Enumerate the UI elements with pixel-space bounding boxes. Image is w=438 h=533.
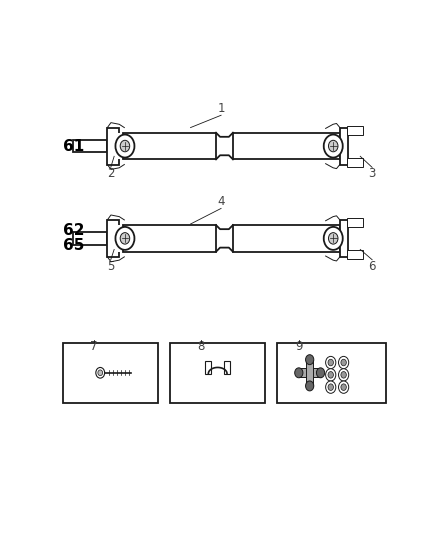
Bar	[205, 361, 212, 374]
Circle shape	[120, 232, 130, 244]
Text: 8: 8	[197, 340, 205, 353]
Text: 61: 61	[63, 139, 85, 154]
Bar	[74, 232, 107, 245]
Circle shape	[324, 134, 343, 158]
Circle shape	[120, 140, 130, 152]
Bar	[346, 158, 363, 166]
Circle shape	[116, 134, 134, 158]
Bar	[117, 225, 121, 252]
Bar	[306, 360, 314, 386]
Circle shape	[328, 384, 333, 391]
Text: 9: 9	[295, 340, 303, 353]
Circle shape	[328, 232, 338, 244]
Circle shape	[98, 370, 102, 376]
Circle shape	[328, 359, 333, 366]
Circle shape	[306, 381, 314, 391]
Text: 65: 65	[63, 238, 85, 253]
Circle shape	[325, 369, 336, 381]
Text: 7: 7	[90, 340, 98, 353]
Bar	[74, 140, 107, 152]
Bar	[346, 250, 363, 259]
Bar	[117, 133, 121, 159]
Circle shape	[328, 372, 333, 378]
Bar	[107, 127, 119, 165]
Circle shape	[339, 357, 349, 369]
Bar	[346, 218, 363, 227]
Bar	[340, 220, 348, 257]
Bar	[233, 225, 340, 252]
Circle shape	[96, 367, 105, 378]
Circle shape	[116, 227, 134, 250]
Bar	[299, 368, 321, 377]
Bar	[233, 133, 340, 159]
Circle shape	[295, 368, 303, 378]
Bar	[123, 133, 216, 159]
Circle shape	[339, 381, 349, 393]
Bar	[170, 343, 265, 402]
Circle shape	[341, 359, 346, 366]
Bar	[224, 361, 230, 374]
Circle shape	[325, 381, 336, 393]
Circle shape	[339, 369, 349, 381]
Circle shape	[341, 384, 346, 391]
Text: 4: 4	[217, 196, 225, 208]
Circle shape	[341, 372, 346, 378]
Circle shape	[325, 357, 336, 369]
Circle shape	[324, 227, 343, 250]
Circle shape	[316, 368, 325, 378]
Bar	[63, 343, 158, 402]
Text: 3: 3	[368, 167, 376, 180]
Bar	[123, 225, 216, 252]
Text: 62: 62	[63, 223, 85, 238]
Circle shape	[328, 140, 338, 152]
Bar	[277, 343, 386, 402]
Text: 6: 6	[368, 260, 376, 273]
Circle shape	[306, 354, 314, 365]
Bar	[346, 125, 363, 134]
Text: 5: 5	[107, 260, 114, 273]
Text: 1: 1	[217, 102, 225, 115]
Text: 2: 2	[107, 167, 114, 180]
Bar	[107, 220, 119, 257]
Bar	[340, 127, 348, 165]
